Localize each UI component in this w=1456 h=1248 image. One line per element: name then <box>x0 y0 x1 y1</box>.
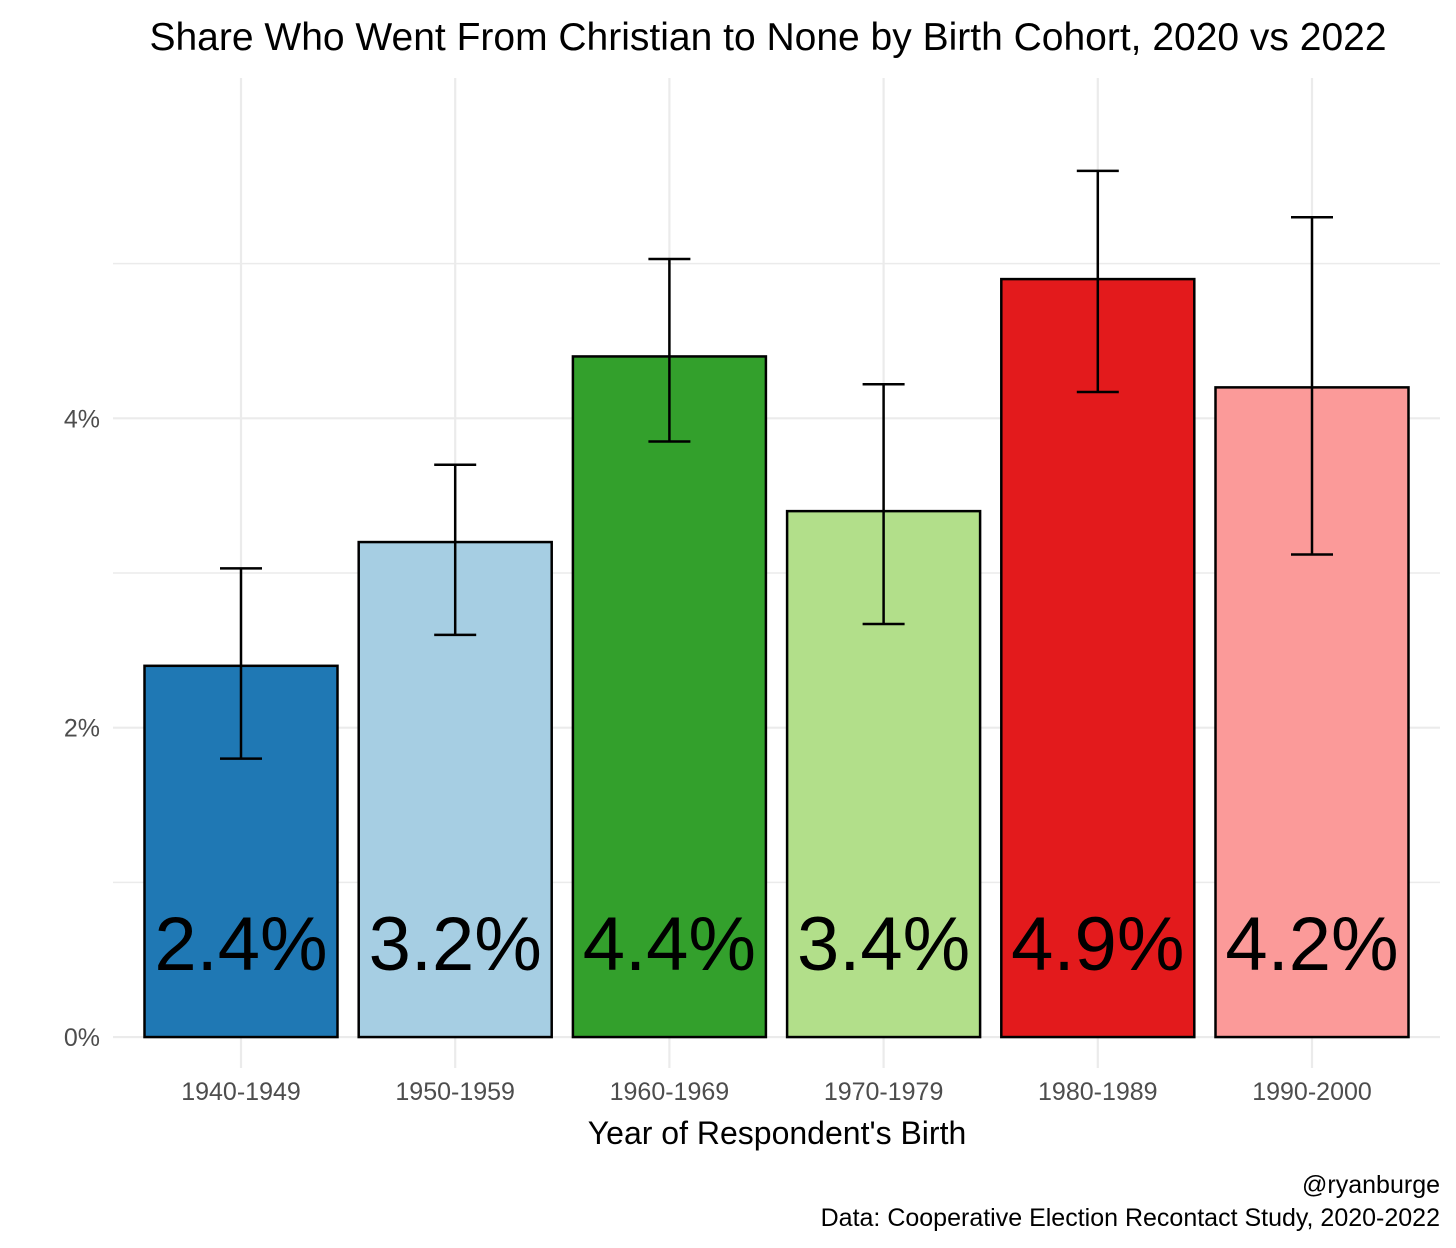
x-axis-ticks: 1940-1949 1950-1959 1960-1969 1970-1979 1980… <box>181 1078 1372 1106</box>
x-tick-label: 1970-1979 <box>824 1078 944 1106</box>
y-tick-label: 2% <box>64 715 100 743</box>
data-label: 4.4% <box>583 902 756 987</box>
caption-credit: @ryanburge <box>1302 1171 1440 1199</box>
error-bar-1990-2000 <box>1291 215 1333 556</box>
y-axis-ticks: 0% 2% 4% <box>64 405 100 1052</box>
caption-source: Data: Cooperative Election Recontact Stu… <box>821 1204 1440 1232</box>
data-label: 4.2% <box>1225 902 1398 987</box>
x-tick-label: 1980-1989 <box>1038 1078 1158 1106</box>
bars <box>143 277 1410 1039</box>
y-tick-label: 0% <box>64 1024 100 1052</box>
data-label: 4.9% <box>1011 902 1184 987</box>
bar-1980-1989 <box>1000 277 1196 1039</box>
error-bar-1940-1949 <box>220 567 262 760</box>
chart-title: Share Who Went From Christian to None by… <box>149 16 1386 59</box>
y-tick-label: 4% <box>64 405 100 433</box>
data-label: 2.4% <box>154 902 327 987</box>
x-axis-label: Year of Respondent's Birth <box>588 1115 967 1151</box>
error-bar-1970-1979 <box>862 383 905 626</box>
error-bar-1960-1969 <box>648 257 691 443</box>
data-label: 3.2% <box>369 902 542 987</box>
data-labels: 2.4% 3.2% 4.4% 3.4% 4.9% 4.2% <box>154 902 1398 987</box>
error-bar-1980-1989 <box>1076 169 1119 394</box>
x-tick-label: 1990-2000 <box>1252 1078 1372 1106</box>
data-label: 3.4% <box>797 902 970 987</box>
x-tick-label: 1960-1969 <box>610 1078 730 1106</box>
error-bar-1950-1959 <box>434 463 477 637</box>
error-bars <box>220 169 1333 760</box>
x-tick-label: 1950-1959 <box>395 1078 515 1106</box>
x-tick-label: 1940-1949 <box>181 1078 301 1106</box>
